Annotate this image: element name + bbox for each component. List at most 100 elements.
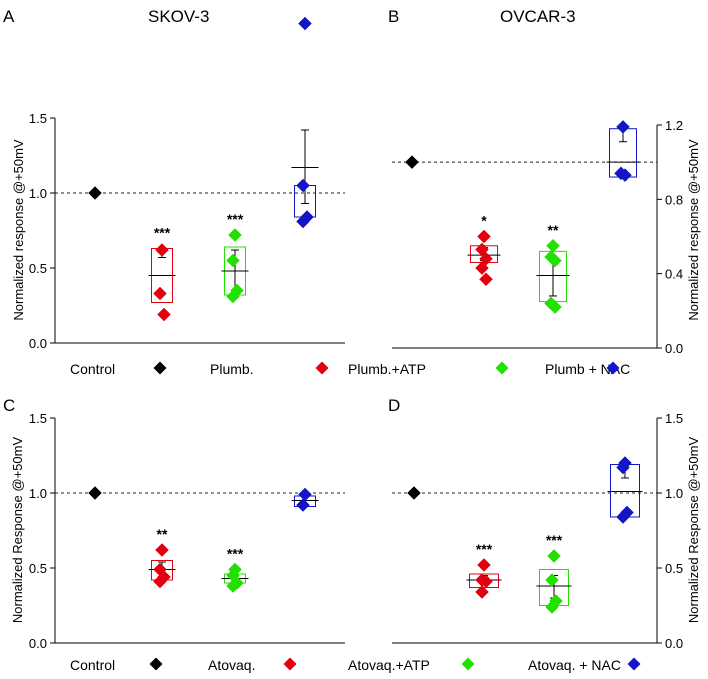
legend-marker bbox=[461, 657, 475, 671]
legend-label: Control bbox=[70, 657, 115, 673]
panel-title: OVCAR-3 bbox=[500, 7, 576, 26]
group-plumb-nac bbox=[291, 16, 319, 229]
data-point bbox=[155, 243, 169, 257]
y-axis-label: Normalized response @+50mV bbox=[11, 139, 26, 321]
significance-label: *** bbox=[227, 546, 244, 562]
data-point bbox=[616, 120, 630, 134]
group-atovaq-atp: *** bbox=[221, 546, 249, 593]
significance-label: *** bbox=[227, 211, 244, 227]
data-point bbox=[477, 229, 491, 244]
legend-label: Atovaq. bbox=[208, 657, 255, 673]
legend-marker bbox=[153, 361, 167, 375]
legend-marker bbox=[283, 657, 297, 671]
data-point bbox=[548, 300, 562, 314]
data-point bbox=[405, 155, 419, 170]
y-tick-label: 1.5 bbox=[29, 411, 47, 426]
data-point bbox=[226, 253, 240, 268]
data-point bbox=[546, 238, 560, 253]
group-control bbox=[405, 155, 419, 170]
legend-marker bbox=[627, 657, 641, 671]
group-atovaq-nac bbox=[607, 456, 643, 524]
significance-label: * bbox=[481, 213, 487, 229]
y-tick-label: 0.5 bbox=[29, 561, 47, 576]
y-tick-label: 0.0 bbox=[665, 341, 683, 356]
group-control bbox=[88, 186, 102, 200]
data-point bbox=[155, 543, 169, 557]
legend-label: Plumb.+ATP bbox=[348, 361, 426, 377]
group-atovaq-nac bbox=[291, 487, 319, 512]
data-point bbox=[88, 186, 102, 200]
y-tick-label: 0.5 bbox=[665, 561, 683, 576]
data-point bbox=[296, 214, 310, 229]
significance-label: ** bbox=[157, 526, 168, 542]
data-point bbox=[475, 261, 489, 275]
data-point bbox=[157, 307, 171, 322]
significance-label: ** bbox=[548, 222, 559, 238]
data-point bbox=[479, 272, 493, 287]
data-point bbox=[616, 460, 630, 475]
y-tick-label: 1.0 bbox=[29, 486, 47, 501]
data-point bbox=[475, 585, 489, 599]
group-plumb-nac bbox=[606, 120, 640, 183]
data-point bbox=[479, 574, 493, 589]
legend-marker bbox=[606, 361, 620, 375]
group-control bbox=[407, 486, 421, 500]
y-tick-label: 0.4 bbox=[665, 267, 683, 282]
y-axis-label: Normalized Response @+50mV bbox=[686, 437, 701, 624]
y-tick-label: 0.5 bbox=[29, 261, 47, 276]
data-point bbox=[226, 579, 240, 593]
significance-label: *** bbox=[546, 532, 563, 548]
group-plumb-: * bbox=[467, 213, 501, 287]
legend-marker bbox=[315, 361, 329, 375]
group-atovaq-atp: *** bbox=[536, 532, 572, 614]
panel-letter: D bbox=[388, 396, 400, 415]
y-tick-label: 0.0 bbox=[29, 636, 47, 651]
legend-row-2: Control Atovaq. Atovaq.+ATP Atovaq. + NAC bbox=[70, 657, 641, 673]
data-point bbox=[296, 178, 310, 193]
significance-label: *** bbox=[154, 225, 171, 241]
panel-title: SKOV-3 bbox=[148, 7, 209, 26]
legend-label: Plumb + NAC bbox=[545, 361, 630, 377]
data-point bbox=[153, 286, 167, 301]
y-tick-label: 0.8 bbox=[665, 192, 683, 207]
legend-label: Atovaq. + NAC bbox=[528, 657, 621, 673]
y-tick-label: 0.0 bbox=[29, 336, 47, 351]
significance-label: *** bbox=[476, 541, 493, 557]
y-tick-label: 1.2 bbox=[665, 118, 683, 133]
group-atovaq-: *** bbox=[466, 541, 502, 599]
data-point bbox=[547, 549, 561, 563]
data-point bbox=[88, 486, 102, 500]
y-tick-label: 0.0 bbox=[665, 636, 683, 651]
data-point bbox=[228, 228, 242, 242]
data-point bbox=[153, 574, 167, 589]
panel-letter: A bbox=[3, 7, 15, 26]
panel-letter: B bbox=[388, 7, 399, 26]
y-tick-label: 1.5 bbox=[665, 411, 683, 426]
y-tick-label: 1.0 bbox=[29, 186, 47, 201]
group-plumb-atp: ** bbox=[536, 222, 570, 314]
data-point bbox=[545, 573, 559, 587]
y-axis-label: Normalized response @+50mV bbox=[686, 139, 701, 321]
data-point bbox=[407, 486, 421, 500]
data-point bbox=[548, 253, 562, 268]
y-axis-label: Normalized Response @+50mV bbox=[10, 437, 25, 624]
panel-C: C 0.0 0.5 1.0 1.5 Normalized Response @+50mV *… bbox=[3, 396, 345, 651]
data-point bbox=[296, 498, 310, 512]
legend-label: Control bbox=[70, 361, 115, 377]
legend-row-1: Control Plumb. Plumb.+ATP Plumb + NAC bbox=[70, 361, 630, 377]
group-atovaq-: ** bbox=[148, 526, 176, 589]
y-tick-label: 1.0 bbox=[665, 486, 683, 501]
data-point bbox=[618, 168, 632, 183]
data-point bbox=[226, 289, 240, 304]
group-plumb-: *** bbox=[148, 225, 176, 322]
y-tick-label: 1.5 bbox=[29, 111, 47, 126]
legend-label: Plumb. bbox=[210, 361, 254, 377]
panel-letter: C bbox=[3, 396, 15, 415]
group-control bbox=[88, 486, 102, 500]
legend-label: Atovaq.+ATP bbox=[348, 657, 430, 673]
data-point bbox=[616, 510, 630, 524]
